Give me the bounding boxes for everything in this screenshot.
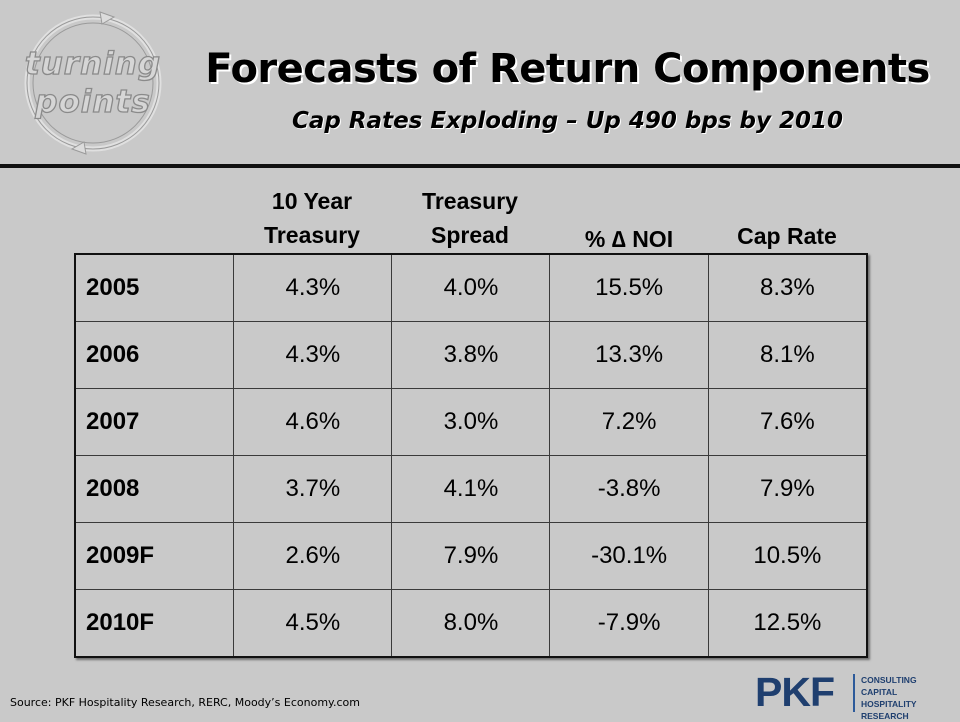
column-header-line2: Spread (431, 222, 509, 248)
page-title: Forecasts of Return Components (205, 46, 930, 92)
turning-points-logo: turning points (18, 8, 168, 158)
circular-arrows-icon (24, 11, 162, 155)
treasury-cell: 2.6% (233, 522, 393, 590)
column-header-line1: Treasury (422, 188, 518, 214)
table-row: 2008 3.7% 4.1% -3.8% 7.9% (74, 455, 868, 523)
spread-cell: 8.0% (391, 589, 551, 658)
source-note: Source: PKF Hospitality Research, RERC, … (10, 696, 360, 709)
noi-cell: -3.8% (549, 455, 709, 523)
column-header-noi-change: % ∆ NOI (550, 222, 708, 256)
cap-rate-cell: 12.5% (707, 589, 868, 658)
pkf-tagline-line: HOSPITALITY RESEARCH (861, 699, 917, 721)
spread-cell: 7.9% (391, 522, 551, 590)
column-header-line2: Cap Rate (737, 223, 837, 249)
return-components-table: 2005 4.3% 4.0% 15.5% 8.3% 2006 4.3% 3.8%… (74, 253, 868, 658)
column-header-line2: % ∆ NOI (584, 226, 674, 252)
pkf-logo-divider (853, 674, 855, 712)
spread-cell: 3.8% (391, 321, 551, 389)
cap-rate-cell: 8.3% (707, 253, 868, 322)
treasury-cell: 3.7% (233, 455, 393, 523)
year-cell: 2005 (74, 253, 235, 322)
cap-rate-cell: 8.1% (707, 321, 868, 389)
table-row: 2009F 2.6% 7.9% -30.1% 10.5% (74, 522, 868, 590)
year-cell: 2009F (74, 522, 235, 590)
noi-cell: 7.2% (549, 388, 709, 456)
spread-cell: 4.0% (391, 253, 551, 322)
pkf-tagline: CONSULTING CAPITAL HOSPITALITY RESEARCH (861, 674, 960, 722)
noi-cell: 15.5% (549, 253, 709, 322)
cap-rate-cell: 7.6% (707, 388, 868, 456)
treasury-cell: 4.3% (233, 253, 393, 322)
table-row: 2005 4.3% 4.0% 15.5% 8.3% (74, 253, 868, 322)
year-cell: 2007 (74, 388, 235, 456)
column-header-line2: Treasury (264, 222, 360, 248)
logo-line1: turning (24, 45, 162, 82)
year-cell: 2006 (74, 321, 235, 389)
treasury-cell: 4.6% (233, 388, 393, 456)
logo-line2: points (35, 83, 151, 120)
treasury-cell: 4.3% (233, 321, 393, 389)
noi-cell: -7.9% (549, 589, 709, 658)
treasury-cell: 4.5% (233, 589, 393, 658)
noi-cell: -30.1% (549, 522, 709, 590)
pkf-tagline-line: CAPITAL (861, 687, 898, 697)
column-header-10yr-treasury: 10 Year Treasury (233, 184, 391, 252)
pkf-logo: PKF (755, 669, 835, 715)
cap-rate-cell: 10.5% (707, 522, 868, 590)
table-row: 2007 4.6% 3.0% 7.2% 7.6% (74, 388, 868, 456)
pkf-tagline-line: CONSULTING (861, 675, 917, 685)
year-cell: 2008 (74, 455, 235, 523)
title-divider (0, 164, 960, 168)
page-subtitle: Cap Rates Exploding – Up 490 bps by 2010 (291, 108, 844, 134)
noi-cell: 13.3% (549, 321, 709, 389)
spread-cell: 4.1% (391, 455, 551, 523)
column-header-line1: 10 Year (271, 188, 353, 214)
cap-rate-cell: 7.9% (707, 455, 868, 523)
year-cell: 2010F (74, 589, 235, 658)
table-row: 2006 4.3% 3.8% 13.3% 8.1% (74, 321, 868, 389)
table-row: 2010F 4.5% 8.0% -7.9% 12.5% (74, 589, 868, 658)
column-header-treasury-spread: Treasury Spread (391, 184, 549, 252)
column-header-cap-rate: Cap Rate (708, 219, 866, 253)
spread-cell: 3.0% (391, 388, 551, 456)
